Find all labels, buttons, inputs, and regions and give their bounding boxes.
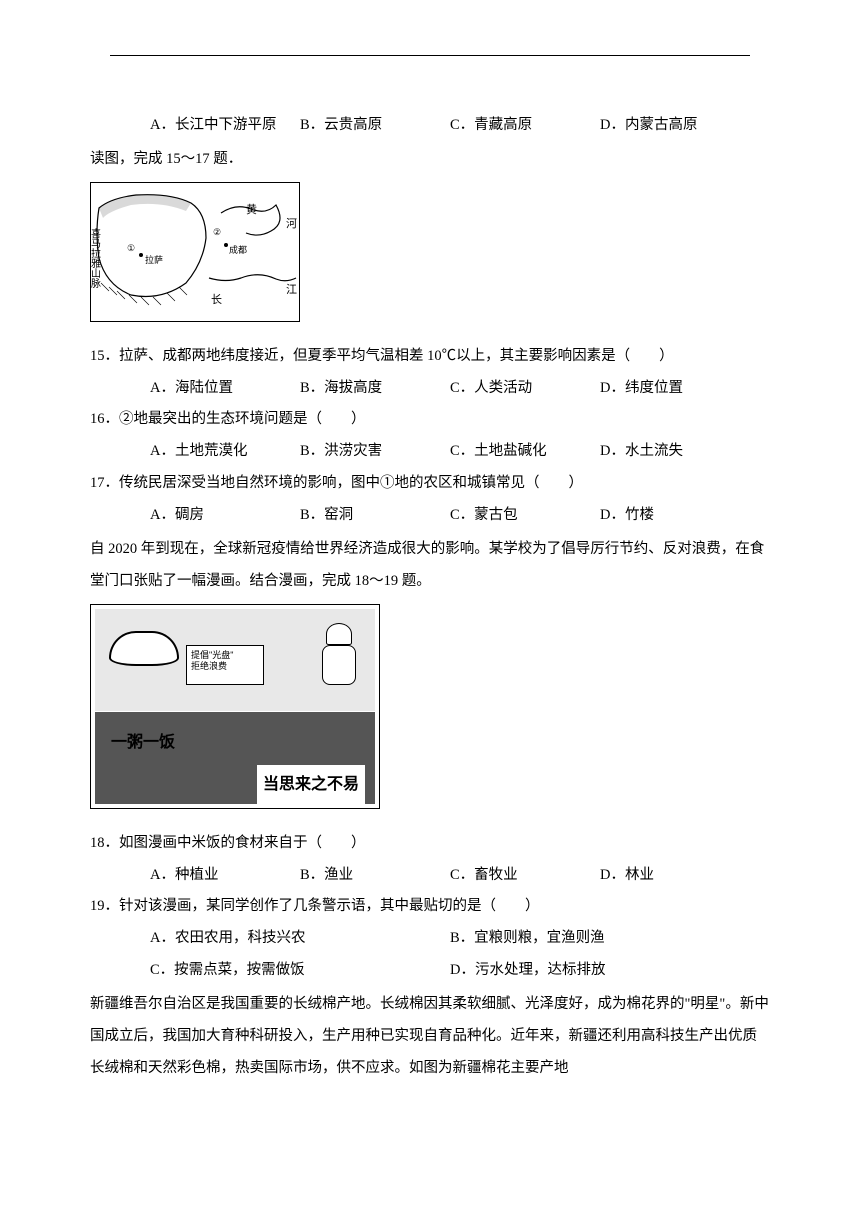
q14-choice-c: C．青藏高原 xyxy=(450,110,600,142)
label-lhasa: 拉萨 xyxy=(145,254,163,265)
q15-line: 15．拉萨、成都两地纬度接近，但夏季平均气温相差 10℃以上，其主要影响因素是（… xyxy=(90,341,770,373)
q19-choices-row1: A．农田农用，科技兴农 B．宜粮则粮，宜渔则渔 xyxy=(90,923,770,955)
label-jiang: 江 xyxy=(286,283,297,296)
q19-text: 针对该漫画，某同学创作了几条警示语，其中最贴切的是（ ） xyxy=(119,898,540,914)
q16-text: ②地最突出的生态环境问题是（ ） xyxy=(119,411,366,427)
q16-choice-a: A．土地荒漠化 xyxy=(150,436,300,468)
context-18-19: 自 2020 年到现在，全球新冠疫情给世界经济造成很大的影响。某学校为了倡导厉行… xyxy=(90,534,770,598)
label-huang: 黄 xyxy=(246,202,257,216)
label-chengdu: 成都 xyxy=(229,244,247,255)
q19-number: 19． xyxy=(90,898,119,914)
q18-text: 如图漫画中米饭的食材来自于（ ） xyxy=(119,835,366,851)
q15-choice-c: C．人类活动 xyxy=(450,373,600,405)
q16-choice-c: C．土地盐碱化 xyxy=(450,436,600,468)
header-rule-line xyxy=(110,55,750,56)
q14-choice-b: B．云贵高原 xyxy=(300,110,450,142)
q16-choice-d: D．水土流失 xyxy=(600,436,750,468)
chef-hat-icon xyxy=(326,623,352,645)
q16-number: 16． xyxy=(90,411,119,427)
label-chang: 长 xyxy=(211,293,222,306)
q14-choice-d: D．内蒙古高原 xyxy=(600,110,750,142)
map-figure: 喜马拉雅山脉 ① 拉萨 ② 成都 黄 河 长 江 xyxy=(90,182,300,322)
map-svg: 喜马拉雅山脉 ① 拉萨 ② 成都 黄 河 长 江 xyxy=(91,183,300,322)
document-body: A．长江中下游平原 B．云贵高原 C．青藏高原 D．内蒙古高原 读图，完成 15… xyxy=(90,110,770,1085)
q19-choice-b: B．宜粮则粮，宜渔则渔 xyxy=(450,923,750,955)
q18-line: 18．如图漫画中米饭的食材来自于（ ） xyxy=(90,828,770,860)
label-he: 河 xyxy=(286,217,297,230)
q19-choice-a: A．农田农用，科技兴农 xyxy=(150,923,450,955)
q14-choices-row: A．长江中下游平原 B．云贵高原 C．青藏高原 D．内蒙古高原 xyxy=(90,110,770,142)
chef-body-icon xyxy=(322,645,356,685)
sign-line1: 提倡"光盘" xyxy=(191,650,259,662)
q19-choice-c: C．按需点菜，按需做饭 xyxy=(150,955,450,987)
q18-choices: A．种植业 B．渔业 C．畜牧业 D．林业 xyxy=(90,860,770,892)
cartoon-caption-1: 一粥一饭 xyxy=(111,725,175,760)
q16-line: 16．②地最突出的生态环境问题是（ ） xyxy=(90,404,770,436)
q18-number: 18． xyxy=(90,835,119,851)
q17-choices: A．碉房 B．窑洞 C．蒙古包 D．竹楼 xyxy=(90,500,770,532)
label-mark2: ② xyxy=(213,227,221,237)
q18-choice-d: D．林业 xyxy=(600,860,750,892)
yangtze-river xyxy=(209,275,296,281)
q18-choice-c: C．畜牧业 xyxy=(450,860,600,892)
q15-choice-a: A．海陆位置 xyxy=(150,373,300,405)
q17-choice-a: A．碉房 xyxy=(150,500,300,532)
cartoon-caption-2: 当思来之不易 xyxy=(257,765,365,804)
q15-number: 15． xyxy=(90,348,119,364)
label-mark1: ① xyxy=(127,243,135,253)
context-15-17: 读图，完成 15～17 题． xyxy=(90,144,770,176)
q15-choices: A．海陆位置 B．海拔高度 C．人类活动 D．纬度位置 xyxy=(90,373,770,405)
sign-line2: 拒绝浪费 xyxy=(191,661,259,673)
q14-choice-a: A．长江中下游平原 xyxy=(150,110,300,142)
q18-choice-b: B．渔业 xyxy=(300,860,450,892)
q17-line: 17．传统民居深受当地自然环境的影响，图中①地的农区和城镇常见（ ） xyxy=(90,468,770,500)
q18-choice-a: A．种植业 xyxy=(150,860,300,892)
rice-bowl-icon xyxy=(109,631,179,666)
q15-choice-d: D．纬度位置 xyxy=(600,373,750,405)
label-himalaya1: 喜马拉雅山脉 xyxy=(91,227,101,288)
q15-text: 拉萨、成都两地纬度接近，但夏季平均气温相差 10℃以上，其主要影响因素是（ ） xyxy=(119,348,674,364)
q19-choice-d: D．污水处理，达标排放 xyxy=(450,955,750,987)
q17-number: 17． xyxy=(90,475,119,491)
q16-choices: A．土地荒漠化 B．洪涝灾害 C．土地盐碱化 D．水土流失 xyxy=(90,436,770,468)
context-xinjiang: 新疆维吾尔自治区是我国重要的长绒棉产地。长绒棉因其柔软细腻、光泽度好，成为棉花界… xyxy=(90,989,770,1085)
cartoon-sign: 提倡"光盘" 拒绝浪费 xyxy=(186,645,264,685)
q17-choice-c: C．蒙古包 xyxy=(450,500,600,532)
q15-choice-b: B．海拔高度 xyxy=(300,373,450,405)
chengdu-dot xyxy=(224,243,228,247)
q17-text: 传统民居深受当地自然环境的影响，图中①地的农区和城镇常见（ ） xyxy=(119,475,583,491)
q17-choice-d: D．竹楼 xyxy=(600,500,750,532)
q19-choices-row2: C．按需点菜，按需做饭 D．污水处理，达标排放 xyxy=(90,955,770,987)
cartoon-figure: 提倡"光盘" 拒绝浪费 一粥一饭 当思来之不易 xyxy=(90,604,380,809)
q16-choice-b: B．洪涝灾害 xyxy=(300,436,450,468)
chef-icon xyxy=(313,623,365,695)
q17-choice-b: B．窑洞 xyxy=(300,500,450,532)
lhasa-dot xyxy=(139,253,143,257)
q19-line: 19．针对该漫画，某同学创作了几条警示语，其中最贴切的是（ ） xyxy=(90,891,770,923)
